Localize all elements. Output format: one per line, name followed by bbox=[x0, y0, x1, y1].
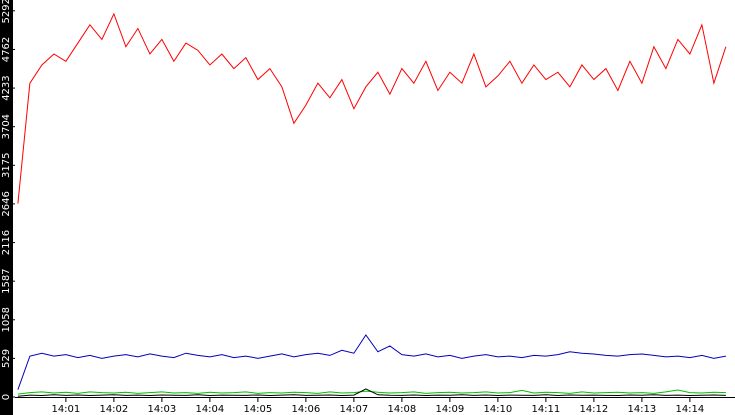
y-tick-label: 3704 bbox=[1, 114, 12, 139]
x-tick-label: 14:02 bbox=[99, 404, 128, 415]
x-tick-label: 14:06 bbox=[291, 404, 320, 415]
series-line bbox=[17, 388, 726, 397]
x-tick-label: 14:05 bbox=[243, 404, 272, 415]
x-tick-label: 14:08 bbox=[387, 404, 416, 415]
x-tick-label: 14:01 bbox=[51, 404, 80, 415]
x-tick-label: 14:12 bbox=[579, 404, 608, 415]
y-tick-label: 4762 bbox=[1, 37, 12, 62]
x-tick-label: 14:13 bbox=[627, 404, 656, 415]
y-tick-label: 2116 bbox=[1, 230, 12, 255]
y-tick-label: 1058 bbox=[1, 307, 12, 332]
y-tick-label: 2646 bbox=[1, 191, 12, 216]
x-tick-label: 14:11 bbox=[531, 404, 560, 415]
y-axis-strip bbox=[0, 0, 13, 415]
x-tick-label: 14:14 bbox=[675, 404, 704, 415]
y-tick-label: 1587 bbox=[1, 268, 12, 293]
y-tick-label: 5292 bbox=[1, 0, 12, 24]
y-tick-label: 3175 bbox=[1, 153, 12, 178]
series-line bbox=[17, 334, 726, 390]
y-tick-label: 529 bbox=[1, 349, 12, 368]
x-tick-label: 14:09 bbox=[435, 404, 464, 415]
y-tick-label: 4233 bbox=[1, 75, 12, 100]
x-tick-label: 14:10 bbox=[483, 404, 512, 415]
x-tick-label: 14:07 bbox=[339, 404, 368, 415]
x-tick-label: 14:03 bbox=[147, 404, 176, 415]
series-line bbox=[17, 12, 727, 204]
x-tick-label: 14:04 bbox=[195, 404, 224, 415]
y-tick-label: 0 bbox=[1, 394, 12, 400]
